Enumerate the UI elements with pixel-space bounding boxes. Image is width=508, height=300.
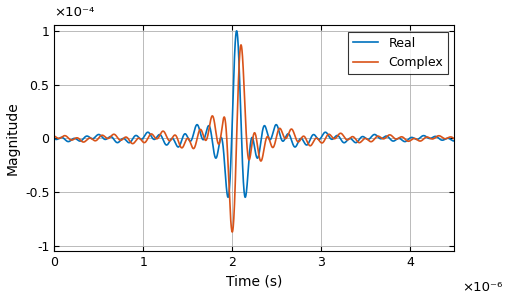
Real xyxy=(396,136,402,140)
Real xyxy=(246,154,252,158)
Complex xyxy=(246,158,252,162)
Text: ×10⁻⁶: ×10⁻⁶ xyxy=(462,281,502,294)
Complex xyxy=(387,133,393,137)
Complex xyxy=(396,136,402,140)
Complex xyxy=(229,230,235,234)
Real xyxy=(234,29,240,33)
Real xyxy=(279,139,285,143)
Complex xyxy=(451,137,457,140)
Line: Real: Real xyxy=(54,31,454,197)
Real xyxy=(451,139,457,143)
Complex xyxy=(396,136,402,140)
Complex xyxy=(279,131,285,134)
Y-axis label: Magnitude: Magnitude xyxy=(6,102,19,175)
Real xyxy=(387,136,393,140)
Real xyxy=(340,140,346,144)
Complex xyxy=(238,43,244,47)
Complex xyxy=(340,134,346,137)
Legend: Real, Complex: Real, Complex xyxy=(348,32,448,74)
Real xyxy=(51,137,57,141)
Real xyxy=(242,196,248,199)
X-axis label: Time (s): Time (s) xyxy=(226,275,282,289)
Real xyxy=(396,136,402,140)
Line: Complex: Complex xyxy=(54,45,454,232)
Complex xyxy=(51,134,57,138)
Text: ×10⁻⁴: ×10⁻⁴ xyxy=(54,6,94,19)
